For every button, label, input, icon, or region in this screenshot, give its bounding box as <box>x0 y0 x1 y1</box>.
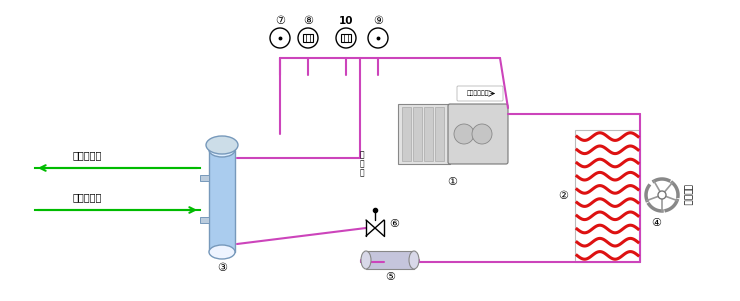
Text: 气: 气 <box>360 169 364 178</box>
Text: ④: ④ <box>651 218 661 228</box>
Circle shape <box>454 124 474 144</box>
Text: 10: 10 <box>339 16 353 26</box>
Circle shape <box>472 124 492 144</box>
Text: ①: ① <box>447 177 457 187</box>
Bar <box>435 107 444 161</box>
FancyBboxPatch shape <box>457 86 503 101</box>
Bar <box>200 175 209 181</box>
Bar <box>575 130 640 262</box>
Text: 载冷剂流入: 载冷剂流入 <box>73 192 102 202</box>
Text: ⑦: ⑦ <box>275 16 285 26</box>
Bar <box>413 107 422 161</box>
Bar <box>209 150 235 252</box>
Ellipse shape <box>409 251 419 269</box>
Text: 风向流动: 风向流动 <box>682 184 691 206</box>
Bar <box>398 104 450 164</box>
Ellipse shape <box>209 245 235 259</box>
Text: ⑤: ⑤ <box>385 272 395 282</box>
Bar <box>341 34 351 42</box>
Ellipse shape <box>209 143 235 157</box>
Text: ②: ② <box>558 191 568 201</box>
Bar <box>200 217 209 223</box>
Text: ③: ③ <box>217 263 227 273</box>
Ellipse shape <box>206 136 238 154</box>
Bar <box>424 107 433 161</box>
Bar <box>366 251 414 269</box>
Text: 低: 低 <box>360 150 364 160</box>
Text: 载冷剂出口: 载冷剂出口 <box>73 150 102 160</box>
Bar <box>303 34 313 42</box>
Text: ⑨: ⑨ <box>373 16 383 26</box>
Text: ⑥: ⑥ <box>389 219 399 229</box>
Circle shape <box>658 191 666 199</box>
FancyBboxPatch shape <box>448 104 508 164</box>
Text: ⑧: ⑧ <box>303 16 313 26</box>
Bar <box>402 107 411 161</box>
Text: 压: 压 <box>360 160 364 169</box>
Ellipse shape <box>361 251 371 269</box>
Text: 高压排气流向: 高压排气流向 <box>467 91 489 96</box>
